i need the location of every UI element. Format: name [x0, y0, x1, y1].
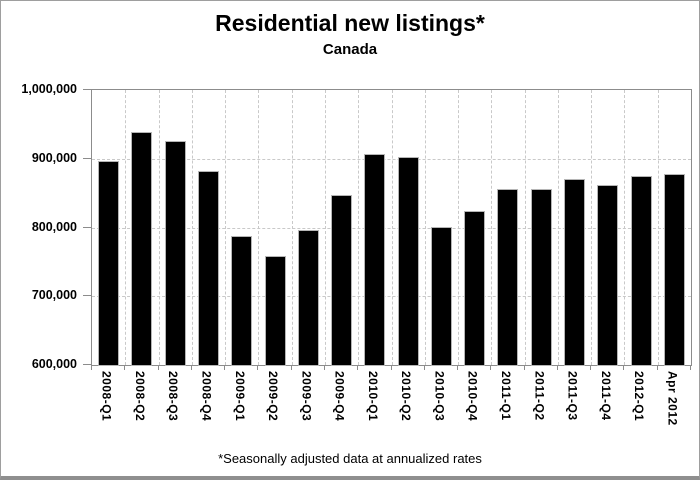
y-axis-tick-label: 900,000: [31, 150, 77, 165]
y-axis-tick-label: 800,000: [31, 219, 77, 234]
x-axis-tick: [590, 365, 592, 370]
x-axis-tick-label: 2011-Q3: [565, 371, 580, 421]
vertical-gridline: [191, 90, 193, 365]
x-axis-tick-label: 2008-Q4: [199, 371, 214, 422]
y-axis-tick-label: 1,000,000: [21, 82, 77, 96]
vertical-gridline: [225, 90, 227, 365]
x-axis-tick: [290, 365, 292, 370]
x-axis-tick-label: 2008-Q3: [166, 371, 181, 422]
bar-2009-Q4: [331, 194, 353, 367]
x-axis-tick-label: 2010-Q4: [465, 371, 480, 422]
x-axis-tick-label: 2010-Q1: [365, 371, 380, 422]
x-axis-tick: [623, 365, 625, 370]
x-axis-tick-label: 2009-Q3: [299, 371, 314, 422]
y-axis-tick: [83, 157, 91, 159]
x-axis-tick-label: 2009-Q1: [232, 371, 247, 422]
bar-2008-Q1: [98, 161, 120, 366]
x-axis-tick-label: 2011-Q1: [498, 371, 513, 421]
bar-2010-Q4: [464, 211, 486, 366]
x-axis-tick: [423, 365, 425, 370]
y-axis-tick-label: 700,000: [31, 288, 77, 303]
vertical-gridline: [557, 90, 559, 365]
vertical-gridline: [158, 90, 160, 365]
x-axis-tick-label: 2010-Q3: [432, 371, 447, 422]
vertical-gridline: [624, 90, 626, 365]
bar-2008-Q2: [131, 131, 153, 367]
x-axis-tick-label: 2008-Q1: [99, 371, 114, 422]
y-axis-tick-label: 600,000: [31, 357, 77, 371]
bar-2010-Q3: [430, 226, 452, 366]
x-axis-tick-label: 2011-Q2: [532, 371, 547, 421]
x-axis-tick: [690, 365, 691, 370]
x-axis-tick: [656, 365, 658, 370]
vertical-gridline: [491, 90, 493, 365]
chart-subtitle: Canada: [322, 41, 378, 58]
vertical-gridline: [324, 90, 326, 365]
x-axis-tick: [157, 365, 159, 370]
y-axis-tick: [83, 364, 91, 365]
chart-footnote: *Seasonally adjusted data at annualized …: [218, 451, 482, 466]
x-axis-tick: [124, 365, 126, 370]
bar-2012-Q1: [630, 175, 652, 367]
y-axis-tick: [83, 295, 91, 297]
x-axis-tick-label: 2012-Q1: [632, 371, 647, 422]
vertical-gridline: [657, 90, 659, 365]
vertical-gridline: [424, 90, 426, 365]
vertical-gridline: [358, 90, 360, 365]
vertical-gridline: [458, 90, 460, 365]
bar-2009-Q2: [264, 256, 286, 366]
x-axis-tick-label: 2009-Q2: [266, 371, 281, 422]
bar-2011-Q1: [497, 189, 519, 366]
x-axis-tick: [457, 365, 459, 370]
bar-Apr-2012: [663, 173, 685, 367]
chart-title: Residential new listings*: [215, 10, 485, 36]
x-axis-tick: [523, 365, 525, 370]
bar-2011-Q4: [597, 184, 619, 367]
bar-2010-Q2: [397, 157, 419, 366]
x-axis-tick: [323, 365, 325, 370]
bar-2008-Q4: [197, 170, 219, 367]
x-axis-tick-label: 2008-Q2: [132, 371, 147, 422]
x-axis-tick: [257, 365, 259, 370]
x-axis-tick: [224, 365, 226, 370]
vertical-gridline: [291, 90, 293, 365]
vertical-gridline: [524, 90, 526, 365]
vertical-gridline: [591, 90, 593, 365]
bar-2009-Q1: [231, 236, 253, 366]
y-axis-tick: [83, 89, 91, 90]
x-axis-tick-label: 2010-Q2: [399, 371, 414, 422]
bar-2010-Q1: [364, 154, 386, 366]
bar-2011-Q2: [530, 188, 552, 367]
vertical-gridline: [391, 90, 393, 365]
bar-2011-Q3: [564, 179, 586, 366]
x-axis-tick-label: Apr 2012: [665, 371, 680, 426]
plot-area: [91, 89, 692, 367]
x-axis-tick: [490, 365, 492, 370]
vertical-gridline: [258, 90, 260, 365]
x-axis-tick-label: 2009-Q4: [332, 371, 347, 422]
bar-2008-Q3: [164, 140, 186, 367]
x-axis-tick: [390, 365, 392, 370]
vertical-gridline: [125, 90, 127, 365]
x-axis-tick: [556, 365, 558, 370]
y-axis-tick: [83, 226, 91, 228]
bar-2009-Q3: [297, 229, 319, 367]
x-axis-tick: [357, 365, 359, 370]
x-axis-tick: [190, 365, 192, 370]
x-axis-tick-label: 2011-Q4: [598, 371, 613, 421]
x-axis-tick: [91, 365, 92, 370]
